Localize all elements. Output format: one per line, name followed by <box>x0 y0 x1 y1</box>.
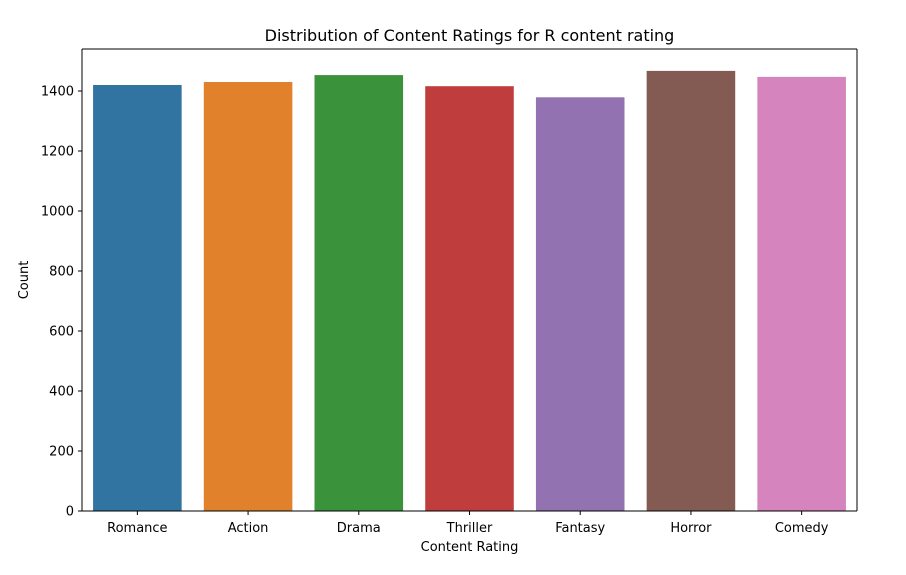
y-tick-label: 0 <box>66 505 74 520</box>
bar-romance <box>93 85 182 511</box>
y-tick-label: 800 <box>49 265 74 280</box>
x-tick-label: Fantasy <box>555 521 605 536</box>
bar-horror <box>646 70 736 512</box>
y-tick-label: 400 <box>49 385 74 400</box>
x-tick-label: Horror <box>670 521 712 536</box>
x-axis-ticks: Romance Action Drama Thriller Fantasy Horror C… <box>107 511 829 536</box>
y-tick-label: 1400 <box>41 85 74 100</box>
bar-drama <box>314 75 404 511</box>
x-tick-label: Romance <box>107 521 167 536</box>
bar-action <box>203 82 293 511</box>
y-axis-label: Count <box>17 261 32 300</box>
y-axis-ticks: 0 200 400 600 800 1000 1200 1400 <box>41 85 82 520</box>
x-tick-label: Drama <box>337 521 381 536</box>
x-tick-label: Comedy <box>775 521 829 536</box>
bar-fantasy <box>535 97 625 512</box>
bar-thriller <box>425 86 514 511</box>
y-tick-label: 1000 <box>41 205 74 220</box>
bars-group <box>93 70 846 512</box>
y-tick-label: 600 <box>49 325 74 340</box>
x-axis-label: Content Rating <box>421 540 519 555</box>
y-tick-label: 200 <box>49 445 74 460</box>
y-tick-label: 1200 <box>41 145 74 160</box>
x-tick-label: Thriller <box>446 521 493 536</box>
bar-comedy <box>757 76 846 512</box>
chart-title: Distribution of Content Ratings for R co… <box>265 26 675 45</box>
x-tick-label: Action <box>228 521 269 536</box>
